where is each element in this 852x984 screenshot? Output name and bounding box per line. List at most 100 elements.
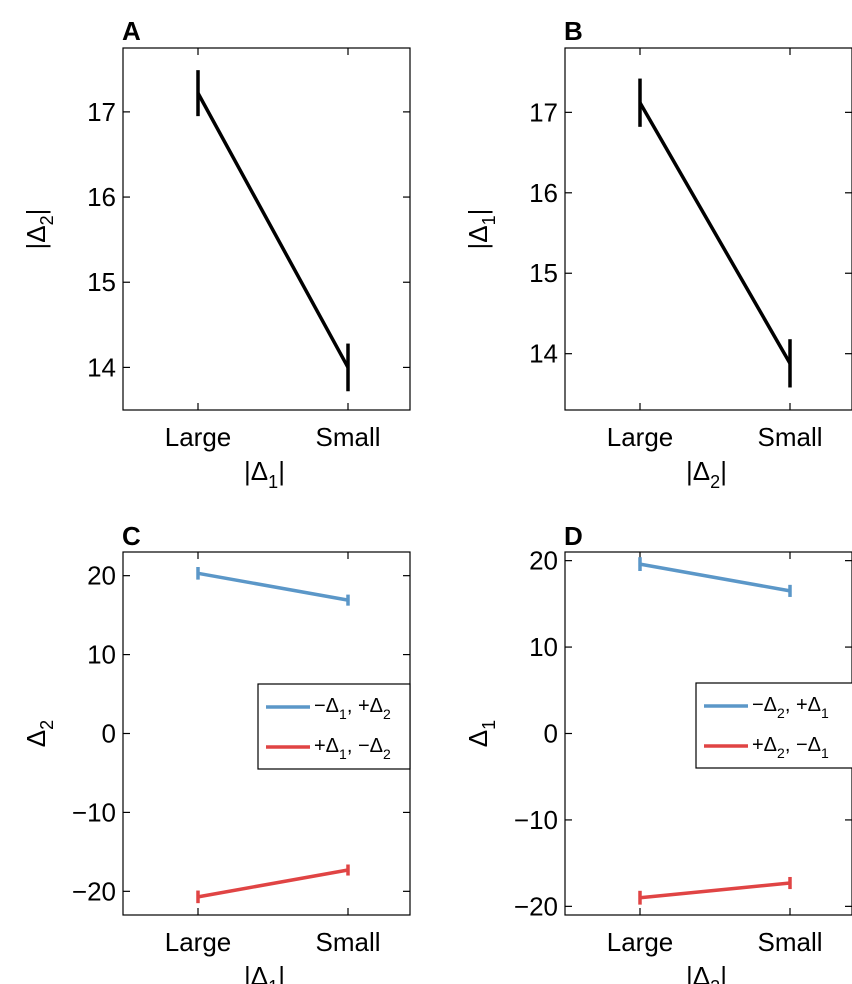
data-point [788, 881, 792, 885]
series-line [638, 101, 792, 365]
legend-entry: +Δ1, −Δ2 [314, 735, 391, 762]
y-tick-label: −20 [72, 876, 116, 906]
y-tick-label: 20 [529, 546, 558, 576]
legend-entry-sub: 1 [339, 706, 347, 722]
y-axis-label: Δ2 [21, 720, 57, 747]
data-point [196, 91, 200, 95]
y-axis-label: |Δ1| [463, 209, 499, 250]
x-axis-label: |Δ1| [244, 961, 285, 984]
legend-entry: +Δ2, −Δ1 [752, 734, 829, 761]
y-tick-label: 16 [87, 182, 116, 212]
legend-entry-sub: 2 [777, 705, 785, 721]
legend: −Δ2, +Δ1+Δ2, −Δ1 [695, 682, 852, 769]
y-tick-label: 20 [87, 561, 116, 591]
y-axis-label: |Δ2| [21, 209, 57, 250]
panel-letter: C [122, 521, 141, 551]
data-point [788, 361, 792, 365]
legend-entry-sub: 2 [383, 706, 391, 722]
data-point [638, 562, 642, 566]
y-tick-label: 10 [87, 640, 116, 670]
data-point [638, 101, 642, 105]
legend-entry-text: −Δ [314, 695, 339, 717]
axes-frame [564, 47, 852, 411]
y-axis-label-main: Δ [21, 730, 51, 747]
y-tick-label: −20 [514, 891, 558, 921]
y-tick-label: 15 [87, 267, 116, 297]
x-axis-label-main: |Δ [244, 456, 268, 486]
y-tick-label: −10 [514, 805, 558, 835]
legend-entry-text: , +Δ [785, 694, 821, 716]
x-tick-label: Small [315, 927, 380, 957]
x-axis-label-end: | [278, 456, 285, 486]
legend-entry-sub: 1 [821, 705, 829, 721]
y-axis-label-end: | [463, 209, 493, 216]
legend-entry-sub: 1 [339, 746, 347, 762]
x-tick-label: Small [757, 927, 822, 957]
x-axis-label-end: | [720, 961, 727, 984]
x-axis-label-sub: 1 [268, 977, 278, 984]
x-axis-label: |Δ2| [686, 456, 727, 492]
series-line [197, 571, 349, 602]
x-axis-label-end: | [278, 961, 285, 984]
y-axis-label-end: | [21, 209, 51, 216]
legend-entry: −Δ2, +Δ1 [752, 694, 829, 721]
x-axis-label-main: |Δ [244, 961, 268, 984]
y-tick-label: 0 [544, 719, 558, 749]
x-tick-label: Large [607, 927, 674, 957]
legend-entry-text: −Δ [752, 694, 777, 716]
y-tick-label: 17 [87, 97, 116, 127]
y-axis-label-sub: 1 [479, 215, 499, 225]
panel-letter: B [564, 16, 583, 46]
x-axis-label-end: | [720, 456, 727, 486]
legend-entry: −Δ1, +Δ2 [314, 695, 391, 722]
legend: −Δ1, +Δ2+Δ1, −Δ2 [257, 683, 411, 770]
data-point [638, 896, 642, 900]
y-axis-label-main: |Δ [463, 225, 493, 249]
legend-box [257, 683, 411, 770]
series-line [197, 868, 349, 899]
legend-entry-sub: 2 [777, 745, 785, 761]
y-axis-label: Δ1 [463, 720, 499, 747]
y-axis-label-main: Δ [463, 730, 493, 747]
x-tick-label: Small [315, 422, 380, 452]
x-tick-label: Large [607, 422, 674, 452]
y-tick-label: 14 [529, 339, 558, 369]
x-axis-label-sub: 2 [710, 977, 720, 984]
y-axis-label-sub: 2 [37, 720, 57, 730]
data-point [346, 365, 350, 369]
series-line [196, 92, 350, 369]
data-point [346, 598, 350, 602]
data-point [196, 895, 200, 899]
x-axis-label-main: |Δ [686, 456, 710, 486]
data-point [346, 868, 350, 872]
legend-entry-text: , −Δ [785, 734, 821, 756]
y-tick-label: 16 [529, 178, 558, 208]
legend-box [695, 682, 852, 769]
x-axis-label: |Δ1| [244, 456, 285, 492]
y-tick-label: 17 [529, 97, 558, 127]
y-tick-label: 14 [87, 352, 116, 382]
legend-entry-sub: 2 [383, 746, 391, 762]
series-line [639, 881, 791, 900]
legend-entry-text: , −Δ [347, 735, 383, 757]
y-tick-label: −10 [72, 797, 116, 827]
x-axis-label: |Δ2| [686, 961, 727, 984]
legend-entry-text: +Δ [314, 735, 339, 757]
y-tick-label: 10 [529, 632, 558, 662]
x-axis-label-sub: 2 [710, 472, 720, 492]
y-axis-label-sub: 2 [37, 215, 57, 225]
axes-frame [122, 47, 411, 411]
x-axis-label-main: |Δ [686, 961, 710, 984]
y-axis-label-sub: 1 [479, 720, 499, 730]
panel-letter: D [564, 521, 583, 551]
legend-entry-text: +Δ [752, 734, 777, 756]
x-tick-label: Large [165, 422, 232, 452]
series-line [639, 562, 791, 593]
panel-letter: A [122, 16, 141, 46]
legend-entry-text: , +Δ [347, 695, 383, 717]
